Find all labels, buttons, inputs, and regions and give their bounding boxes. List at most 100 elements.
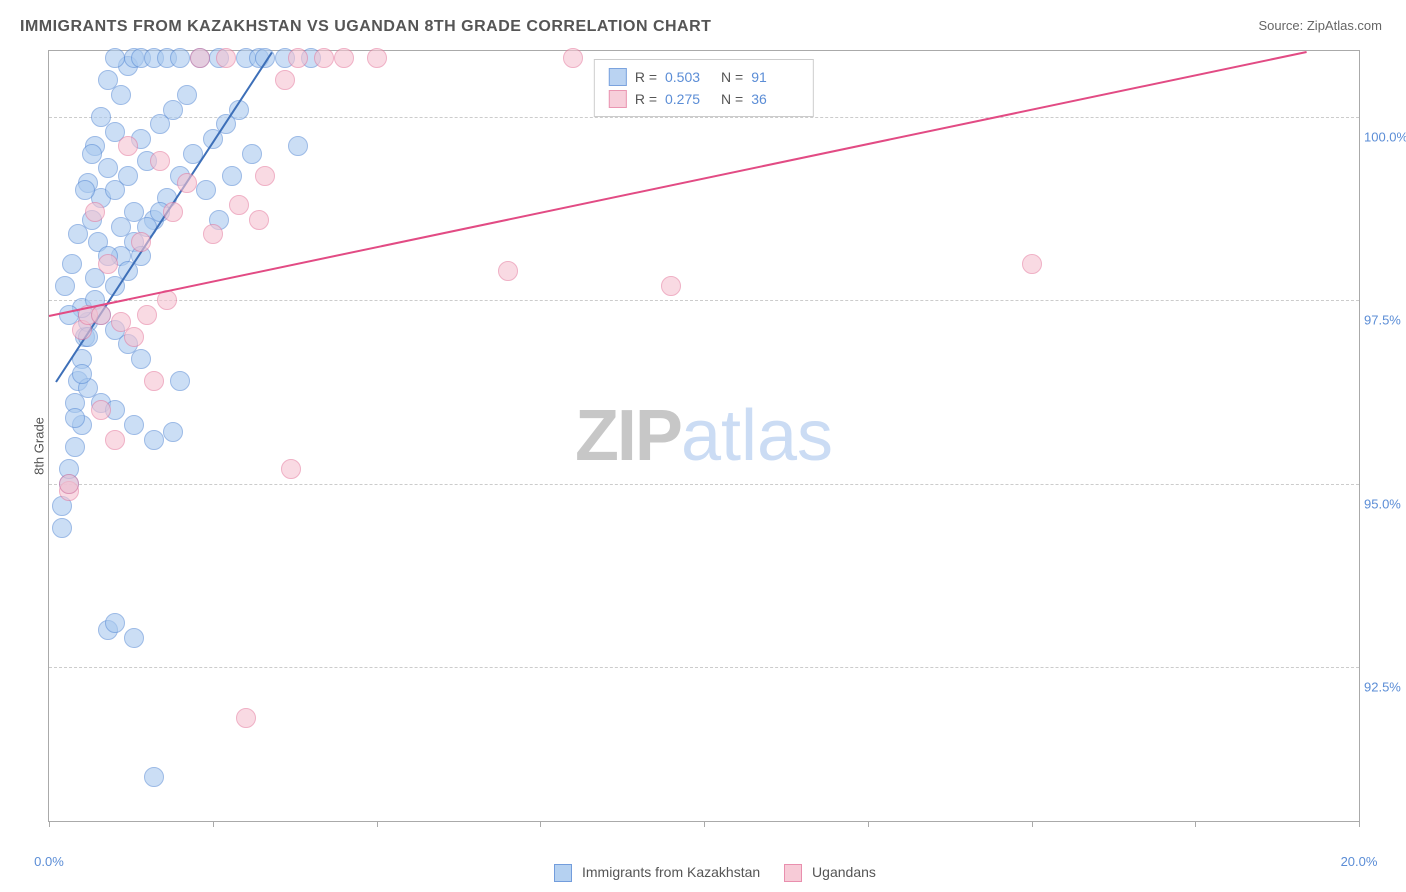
legend-r-label: R = [635, 91, 657, 107]
data-point [98, 254, 118, 274]
data-point [75, 180, 95, 200]
legend-n-label: N = [721, 69, 743, 85]
y-tick-label: 97.5% [1364, 313, 1406, 328]
legend-swatch [609, 90, 627, 108]
gridline [49, 300, 1359, 301]
data-point [314, 48, 334, 68]
data-point [105, 613, 125, 633]
data-point [177, 85, 197, 105]
data-point [236, 708, 256, 728]
data-point [255, 166, 275, 186]
data-point [91, 107, 111, 127]
data-point [367, 48, 387, 68]
data-point [59, 474, 79, 494]
legend-label: Immigrants from Kazakhstan [578, 864, 760, 880]
legend-n-value: 91 [751, 69, 799, 85]
data-point [131, 349, 151, 369]
y-tick-label: 92.5% [1364, 680, 1406, 695]
source-value: ZipAtlas.com [1307, 18, 1382, 33]
legend-n-label: N = [721, 91, 743, 107]
x-tick [704, 821, 705, 827]
legend-row: R = 0.503N = 91 [609, 66, 799, 88]
gridline [49, 667, 1359, 668]
watermark: ZIPatlas [575, 395, 833, 477]
data-point [281, 459, 301, 479]
data-point [131, 232, 151, 252]
data-point [144, 371, 164, 391]
data-point [65, 408, 85, 428]
data-point [563, 48, 583, 68]
data-point [150, 151, 170, 171]
legend-row: R = 0.275 N = 36 [609, 88, 799, 110]
data-point [661, 276, 681, 296]
x-tick [49, 821, 50, 827]
legend-label: Ugandans [808, 864, 876, 880]
data-point [124, 415, 144, 435]
data-point [288, 48, 308, 68]
legend-r-value: 0.275 [665, 91, 713, 107]
data-point [82, 144, 102, 164]
scatter-plot: ZIPatlas R = 0.503N = 91R = 0.275N = 36 … [48, 50, 1360, 822]
data-point [65, 437, 85, 457]
data-point [249, 210, 269, 230]
data-point [118, 166, 138, 186]
data-point [190, 48, 210, 68]
data-point [144, 767, 164, 787]
data-point [170, 48, 190, 68]
x-tick [1195, 821, 1196, 827]
y-axis-label: 8th Grade [31, 417, 46, 475]
x-tick [377, 821, 378, 827]
data-point [124, 628, 144, 648]
data-point [163, 422, 183, 442]
data-point [1022, 254, 1042, 274]
data-point [216, 48, 236, 68]
gridline [49, 484, 1359, 485]
data-point [72, 364, 92, 384]
data-point [124, 202, 144, 222]
data-point [203, 224, 223, 244]
legend-n-value: 36 [751, 91, 799, 107]
bottom-legend: Immigrants from Kazakhstan Ugandans [0, 864, 1406, 882]
data-point [222, 166, 242, 186]
data-point [144, 430, 164, 450]
source-prefix: Source: [1258, 18, 1306, 33]
correlation-legend: R = 0.503N = 91R = 0.275N = 36 [594, 59, 814, 117]
y-tick-label: 95.0% [1364, 496, 1406, 511]
data-point [85, 202, 105, 222]
data-point [334, 48, 354, 68]
data-point [170, 371, 190, 391]
data-point [91, 305, 111, 325]
data-point [98, 158, 118, 178]
data-point [163, 202, 183, 222]
data-point [98, 70, 118, 90]
legend-r-label: R = [635, 69, 657, 85]
data-point [498, 261, 518, 281]
x-tick [213, 821, 214, 827]
data-point [62, 254, 82, 274]
x-tick [868, 821, 869, 827]
data-point [124, 327, 144, 347]
data-point [68, 224, 88, 244]
x-tick [540, 821, 541, 827]
legend-swatch [784, 864, 802, 882]
data-point [177, 173, 197, 193]
x-tick [1359, 821, 1360, 827]
data-point [137, 305, 157, 325]
data-point [55, 276, 75, 296]
data-point [275, 70, 295, 90]
legend-swatch [554, 864, 572, 882]
source-label: Source: ZipAtlas.com [1258, 18, 1382, 33]
data-point [91, 400, 111, 420]
y-tick-label: 100.0% [1364, 130, 1406, 145]
watermark-atlas: atlas [681, 396, 833, 476]
chart-title: IMMIGRANTS FROM KAZAKHSTAN VS UGANDAN 8T… [20, 18, 711, 36]
watermark-zip: ZIP [575, 396, 681, 476]
data-point [242, 144, 262, 164]
data-point [105, 430, 125, 450]
data-point [229, 195, 249, 215]
data-point [52, 518, 72, 538]
data-point [196, 180, 216, 200]
x-tick [1032, 821, 1033, 827]
data-point [105, 48, 125, 68]
data-point [288, 136, 308, 156]
